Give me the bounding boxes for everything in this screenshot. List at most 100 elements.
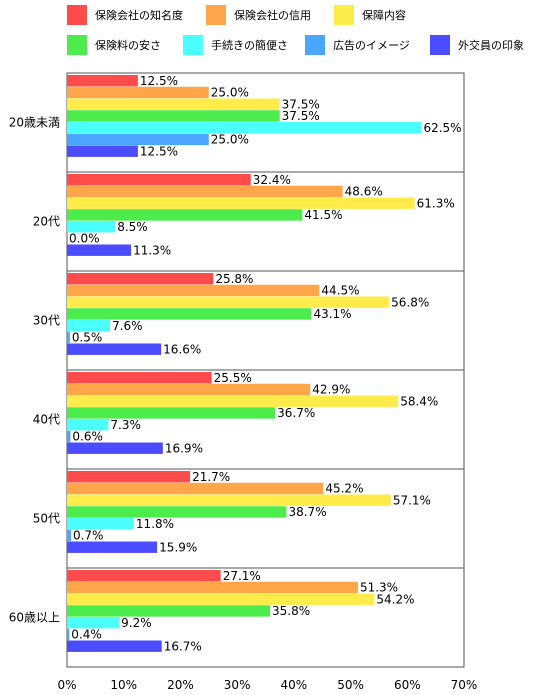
data-label: 45.2% xyxy=(325,482,363,496)
legend-item-advertising: 広告のイメージ xyxy=(305,35,410,55)
x-tick-label: 10% xyxy=(110,678,137,692)
data-label: 51.3% xyxy=(360,581,398,595)
data-label: 21.7% xyxy=(192,470,230,484)
bar xyxy=(67,518,134,530)
bar xyxy=(67,541,158,553)
data-label: 0.5% xyxy=(72,331,103,345)
legend-item-coverage: 保障内容 xyxy=(334,5,406,25)
data-label: 61.3% xyxy=(417,196,455,210)
data-label: 25.5% xyxy=(214,371,252,385)
legend-swatch-advertising xyxy=(305,35,325,55)
bar xyxy=(67,529,71,542)
bar xyxy=(67,133,209,146)
bar xyxy=(67,395,399,407)
bar xyxy=(67,482,324,495)
x-tick-label: 50% xyxy=(337,678,364,692)
bar xyxy=(67,308,312,320)
legend-swatch-agent xyxy=(430,35,450,55)
data-label: 27.1% xyxy=(223,569,261,583)
category-label: 20歳未満 xyxy=(9,116,60,130)
data-label: 16.7% xyxy=(164,639,202,653)
data-label: 0.7% xyxy=(73,529,104,543)
data-label: 42.9% xyxy=(312,383,350,397)
bar xyxy=(67,640,162,652)
bar xyxy=(67,494,391,506)
bar xyxy=(67,284,320,297)
bar xyxy=(67,407,276,419)
data-label: 16.6% xyxy=(163,342,201,356)
legend-label-premium: 保険料の安さ xyxy=(95,39,161,52)
bar xyxy=(67,296,390,308)
x-tick-label: 0% xyxy=(57,678,76,692)
data-label: 48.6% xyxy=(345,185,383,199)
bar xyxy=(67,110,280,122)
legend-item-premium: 保険料の安さ xyxy=(67,35,161,55)
legend-item-procedure: 手続きの簡便さ xyxy=(183,35,288,55)
bar xyxy=(67,628,70,641)
legend-item-awareness: 保険会社の知名度 xyxy=(67,5,183,25)
bar xyxy=(67,593,375,605)
category-label: 20代 xyxy=(33,215,60,229)
bar xyxy=(67,197,415,209)
legend-label-advertising: 広告のイメージ xyxy=(333,39,410,52)
data-label: 15.9% xyxy=(159,540,197,554)
legend-label-agent: 外交員の印象 xyxy=(458,39,524,52)
data-label: 32.4% xyxy=(253,173,291,187)
data-label: 7.3% xyxy=(110,418,141,432)
x-tick-label: 60% xyxy=(394,678,421,692)
data-label: 25.8% xyxy=(215,272,253,286)
x-tick-label: 70% xyxy=(451,678,478,692)
bar xyxy=(67,430,71,443)
data-label: 0.0% xyxy=(69,232,100,246)
bar xyxy=(67,372,212,384)
data-label: 58.4% xyxy=(400,394,438,408)
legend-swatch-trust xyxy=(206,5,226,25)
category-label: 40代 xyxy=(33,413,60,427)
data-label: 25.0% xyxy=(211,86,249,100)
data-label: 62.5% xyxy=(423,121,461,135)
legend-item-agent: 外交員の印象 xyxy=(430,35,524,55)
bar xyxy=(67,122,422,134)
legend-label-trust: 保険会社の信用 xyxy=(234,9,311,22)
data-label: 56.8% xyxy=(391,295,429,309)
bar xyxy=(67,506,287,518)
legend-label-procedure: 手続きの簡便さ xyxy=(211,39,288,52)
data-label: 11.3% xyxy=(133,243,171,257)
data-label: 57.1% xyxy=(393,493,431,507)
bar xyxy=(67,75,138,87)
bar xyxy=(67,343,162,355)
bar xyxy=(67,244,132,256)
data-label: 0.6% xyxy=(72,430,103,444)
category-label: 60歳以上 xyxy=(9,611,60,625)
bar xyxy=(67,273,214,285)
data-label: 37.5% xyxy=(282,97,320,111)
bar xyxy=(67,581,358,594)
data-label: 36.7% xyxy=(277,406,315,420)
data-label: 9.2% xyxy=(121,616,152,630)
data-label: 7.6% xyxy=(112,319,143,333)
bar xyxy=(67,570,221,582)
data-label: 25.0% xyxy=(211,133,249,147)
legend-swatch-coverage xyxy=(334,5,354,25)
x-tick-label: 20% xyxy=(167,678,194,692)
x-tick-label: 30% xyxy=(224,678,251,692)
legend-item-trust: 保険会社の信用 xyxy=(206,5,311,25)
data-label: 11.8% xyxy=(136,517,174,531)
bar xyxy=(67,174,251,186)
legend-label-awareness: 保険会社の知名度 xyxy=(95,9,183,22)
bar xyxy=(67,209,303,221)
data-label: 37.5% xyxy=(282,109,320,123)
chart-legend: 保険会社の知名度 保険会社の信用 保障内容 保険料の安さ 手続きの簡便さ 広告の… xyxy=(0,0,540,70)
bar xyxy=(67,471,191,483)
data-label: 54.2% xyxy=(376,592,414,606)
data-label: 43.1% xyxy=(313,307,351,321)
bar xyxy=(67,221,116,233)
data-label: 16.9% xyxy=(165,441,203,455)
bar xyxy=(67,98,280,110)
bar xyxy=(67,605,271,617)
data-label: 35.8% xyxy=(272,604,310,618)
category-label: 30代 xyxy=(33,314,60,328)
data-label: 8.5% xyxy=(117,220,148,234)
bar xyxy=(67,145,138,157)
